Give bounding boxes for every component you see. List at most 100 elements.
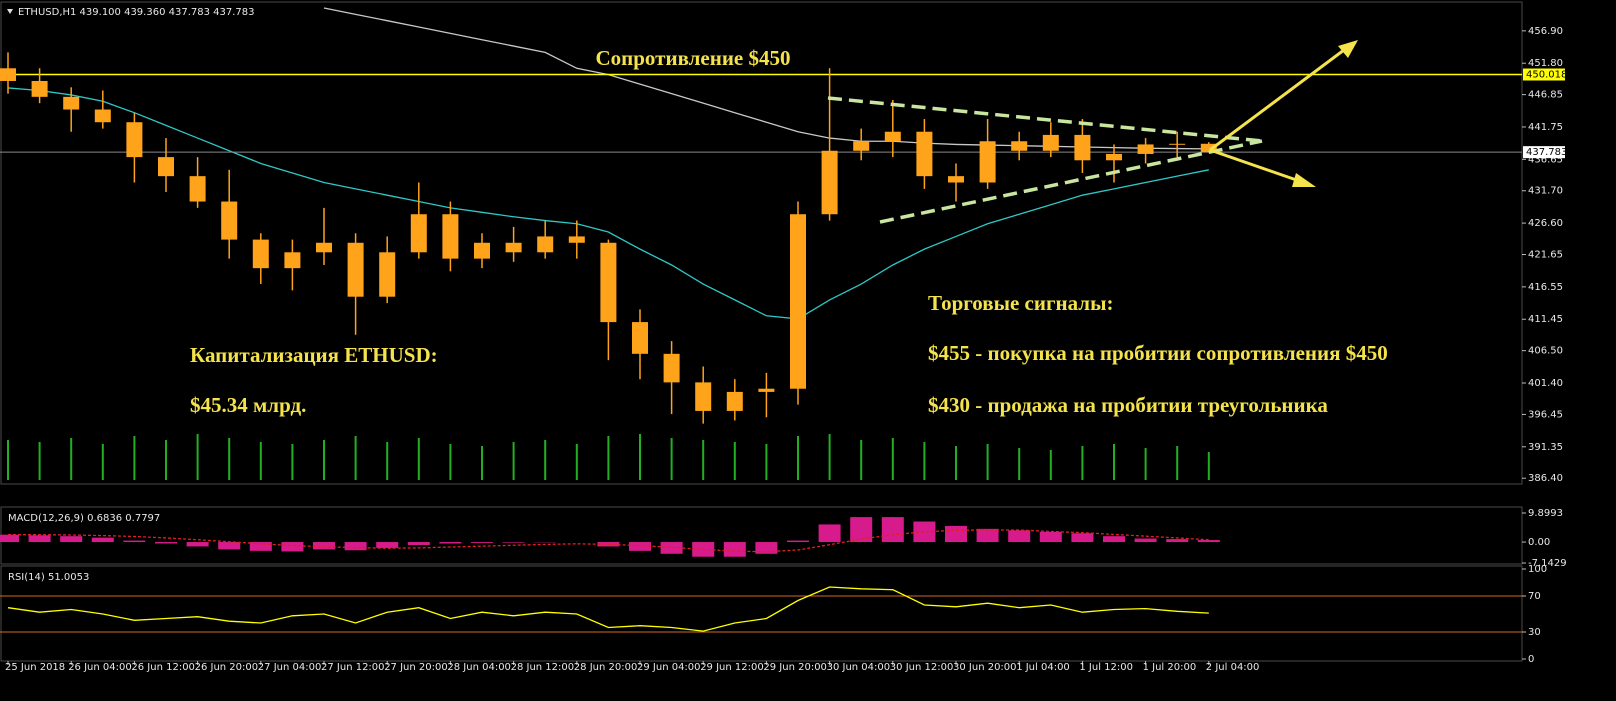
candle-body	[126, 122, 143, 158]
candle-body	[1169, 143, 1186, 145]
y-tick-label: 441.75	[1528, 122, 1563, 133]
arrow-down-head	[1292, 173, 1316, 187]
volume-bar	[765, 444, 768, 480]
y-tick-label: 446.85	[1528, 90, 1563, 101]
annotation: $430 - продажа на пробитии треугольника	[928, 393, 1328, 417]
rsi-line	[7, 586, 1209, 632]
macd-bar	[123, 540, 146, 543]
macd-bar	[913, 521, 936, 543]
volume-bar	[1144, 448, 1147, 480]
volume-bar	[860, 440, 863, 480]
arrow-down	[1209, 148, 1309, 186]
volume-bar	[1176, 446, 1179, 480]
x-tick-label: 27 Jun 20:00	[384, 662, 448, 673]
macd-bar	[787, 540, 809, 543]
candle-body	[600, 242, 617, 323]
candle-body	[1106, 153, 1122, 161]
menu-caret[interactable]	[7, 9, 13, 14]
volume-bar	[323, 440, 325, 480]
annotation: Капитализация ETHUSD:	[190, 343, 438, 367]
triangle-upper	[827, 96, 1263, 143]
macd-bar	[660, 542, 683, 554]
volume-bar	[828, 434, 831, 480]
y-tick-label: -7.1429	[1528, 558, 1567, 569]
macd-bar	[1166, 539, 1189, 543]
x-tick-label: 25 Jun 2018	[5, 662, 65, 673]
x-tick-label: 30 Jun 12:00	[890, 662, 954, 673]
annotation: $455 - покупка на пробитии сопротивления…	[928, 341, 1388, 365]
macd-bar	[945, 525, 967, 543]
volume-bar	[923, 442, 926, 480]
volume-bar	[196, 434, 199, 480]
candle-body	[663, 353, 680, 383]
y-tick-label: 396.45	[1528, 409, 1563, 420]
candle-body	[821, 150, 838, 215]
annotation: Сопротивление $450	[595, 46, 790, 70]
price-label-box	[1523, 68, 1565, 81]
panel-frame	[0, 1, 1523, 485]
y-tick-label: 0	[1528, 654, 1534, 665]
price-label: 450.018	[1526, 70, 1567, 81]
candle-body	[979, 141, 996, 183]
x-tick-label: 2 Jul 04:00	[1206, 662, 1260, 673]
candle-body	[442, 214, 459, 259]
y-tick-label: 431.70	[1528, 186, 1563, 197]
volume-bar	[481, 446, 483, 480]
candle-body	[632, 322, 648, 354]
volume-bar	[670, 438, 673, 480]
candle-body	[1200, 143, 1217, 153]
volume-bar	[797, 436, 799, 480]
volume-bar	[986, 444, 989, 480]
macd-bar	[755, 542, 778, 554]
x-tick-label: 27 Jun 04:00	[258, 662, 322, 673]
y-tick-label: 421.65	[1528, 250, 1563, 261]
macd-bar	[1071, 533, 1094, 543]
macd-bar	[439, 542, 462, 544]
candle-body	[853, 141, 870, 151]
moving-average	[323, 7, 1209, 150]
volume-bar	[955, 446, 957, 480]
volume-bar	[386, 442, 389, 480]
candle-body	[505, 242, 522, 253]
signal-line	[8, 529, 1209, 553]
macd-bar	[1134, 538, 1157, 543]
moving-average	[7, 87, 1209, 320]
volume-bar	[133, 436, 136, 480]
y-tick-label: 30	[1528, 627, 1541, 638]
panel-title: MACD(12,26,9) 0.6836 0.7797	[8, 513, 160, 524]
macd-bar	[976, 528, 999, 543]
macd-bar	[1008, 530, 1031, 543]
y-tick-label: 426.60	[1528, 218, 1563, 229]
candle-body	[31, 80, 48, 97]
x-tick-label: 28 Jun 12:00	[511, 662, 575, 673]
y-tick-label: 386.40	[1528, 473, 1563, 484]
x-tick-label: 29 Jun 04:00	[637, 662, 701, 673]
annotation: $45.34 млрд.	[190, 393, 306, 417]
candle-body	[537, 236, 554, 253]
candle-body	[1011, 141, 1028, 151]
macd-bar	[818, 524, 841, 543]
arrow-up-head	[1338, 40, 1358, 58]
macd-bar	[249, 542, 272, 551]
panel-frame	[0, 506, 1523, 565]
x-tick-label: 28 Jun 04:00	[447, 662, 511, 673]
macd-bar	[1103, 536, 1125, 543]
y-tick-label: 411.45	[1528, 314, 1563, 325]
x-tick-label: 28 Jun 20:00	[574, 662, 638, 673]
candle-body	[695, 382, 712, 411]
candle-body	[379, 252, 396, 297]
panel-frame	[0, 565, 1523, 662]
volume-bar	[639, 434, 641, 480]
macd-bar	[1197, 540, 1220, 543]
macd-bar	[281, 542, 304, 552]
y-tick-label: 436.65	[1528, 154, 1563, 165]
macd-bar	[471, 542, 493, 543]
x-tick-label: 29 Jun 12:00	[700, 662, 764, 673]
volume-bar	[449, 444, 452, 480]
volume-bar	[228, 438, 231, 480]
candle-body	[474, 242, 490, 259]
macd-bar	[376, 542, 399, 548]
candle-body	[410, 214, 427, 253]
candle-body	[1137, 144, 1154, 154]
candle-body	[63, 96, 80, 110]
